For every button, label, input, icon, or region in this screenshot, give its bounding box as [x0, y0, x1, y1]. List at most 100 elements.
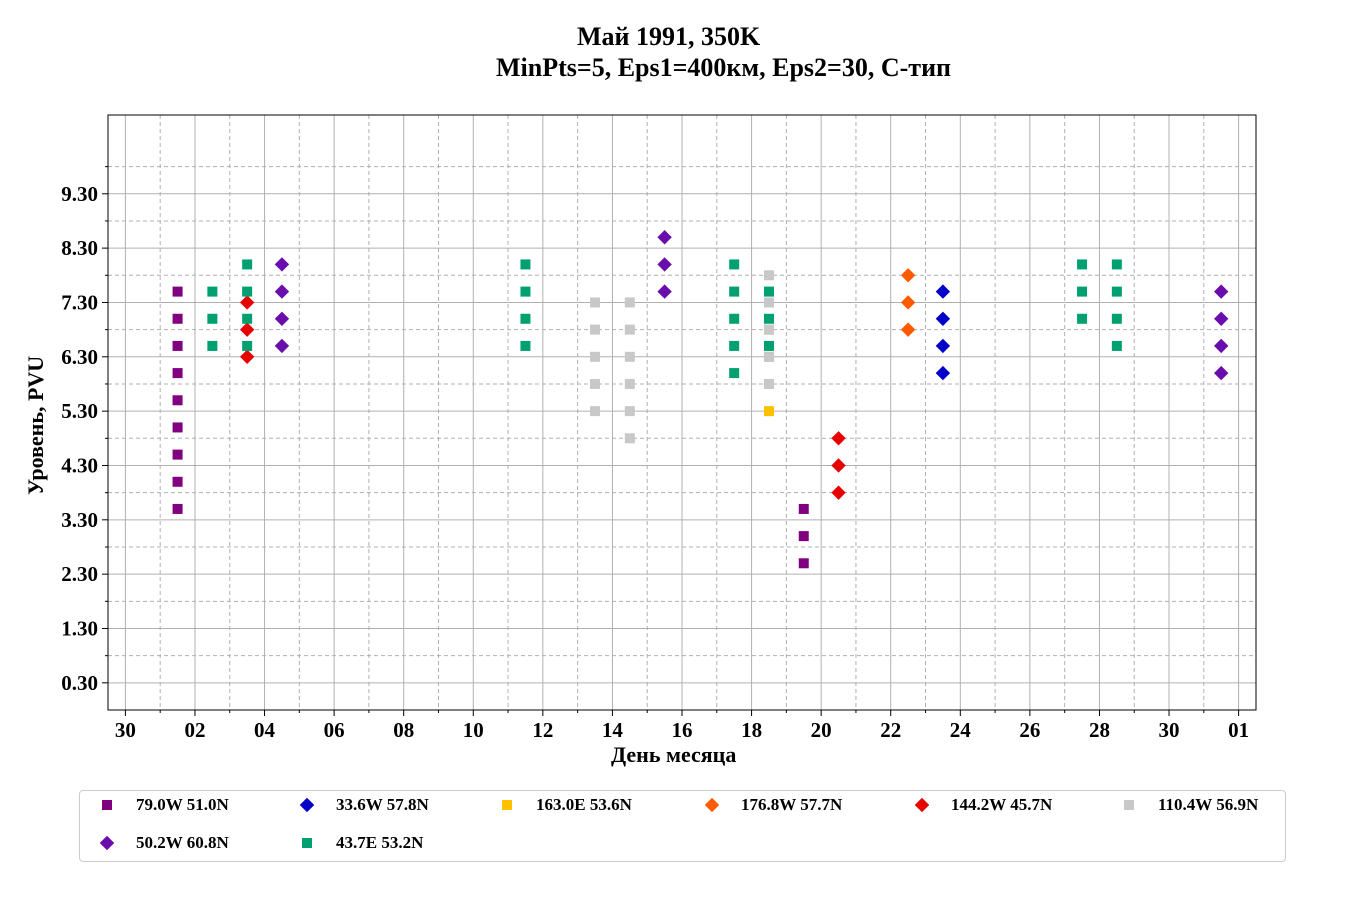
data-point	[172, 368, 183, 379]
data-point	[590, 351, 601, 362]
data-point	[207, 340, 218, 351]
legend-label: 144.2W 45.7N	[951, 795, 1053, 814]
data-point	[274, 311, 290, 326]
legend-label: 176.8W 57.7N	[741, 795, 843, 814]
data-point	[172, 422, 183, 433]
legend-label: 33.6W 57.8N	[336, 795, 429, 814]
data-point	[763, 286, 774, 297]
y-tick-label: 7.30	[61, 290, 98, 314]
legend-marker	[100, 836, 114, 850]
legend-swatch	[302, 838, 312, 848]
x-tick-label: 04	[254, 718, 276, 742]
legend-marker	[302, 838, 312, 848]
data-point	[763, 406, 774, 417]
data-point	[657, 257, 672, 272]
data-point	[798, 531, 809, 542]
data-point	[1111, 286, 1122, 297]
data-point	[900, 322, 916, 337]
data-point	[624, 378, 635, 389]
data-point	[520, 286, 531, 297]
data-point	[172, 476, 183, 487]
legend-item: 33.6W 57.8N	[300, 795, 429, 815]
data-point	[242, 259, 253, 270]
legend-marker	[705, 798, 719, 812]
data-point	[935, 338, 951, 354]
x-tick-label: 16	[672, 718, 693, 742]
data-point	[172, 395, 183, 406]
data-point	[935, 284, 951, 299]
x-tick-label: 12	[532, 718, 553, 742]
y-tick-label: 6.30	[61, 345, 98, 369]
data-point	[274, 338, 290, 354]
x-tick-label: 10	[463, 718, 484, 742]
x-tick-label: 24	[950, 718, 972, 742]
legend-label: 163.0E 53.6N	[536, 795, 632, 814]
data-point	[172, 340, 183, 351]
data-point	[624, 433, 635, 444]
data-point	[590, 406, 601, 417]
y-tick-label: 9.30	[61, 182, 98, 206]
data-point	[1214, 284, 1229, 299]
data-point	[172, 313, 183, 324]
legend-item: 79.0W 51.0N	[100, 795, 229, 815]
x-tick-label: 06	[324, 718, 345, 742]
legend-marker	[300, 798, 314, 812]
data-point	[242, 313, 253, 324]
data-point	[590, 324, 601, 335]
data-point	[239, 349, 255, 365]
x-tick-label: 14	[602, 718, 624, 742]
data-point	[1077, 286, 1088, 297]
data-point	[1214, 311, 1229, 326]
data-point	[798, 558, 809, 569]
legend-marker	[502, 800, 512, 810]
data-point	[763, 313, 774, 324]
data-point	[1214, 338, 1229, 354]
data-point	[900, 295, 916, 310]
data-point	[763, 340, 774, 351]
data-point	[729, 313, 740, 324]
data-point	[242, 286, 253, 297]
data-point	[1077, 313, 1088, 324]
legend-swatch	[705, 798, 719, 812]
y-tick-label: 2.30	[61, 562, 98, 586]
x-tick-label: 22	[880, 718, 901, 742]
data-point	[935, 365, 951, 381]
data-point	[831, 431, 846, 446]
legend-marker	[915, 798, 929, 812]
data-point	[274, 284, 290, 299]
data-point	[242, 340, 253, 351]
data-point	[831, 458, 846, 473]
data-point	[729, 286, 740, 297]
x-tick-label: 20	[811, 718, 832, 742]
data-point	[207, 286, 218, 297]
legend-item: 163.0E 53.6N	[500, 795, 632, 815]
data-point	[520, 340, 531, 351]
legend-label: 79.0W 51.0N	[136, 795, 229, 814]
data-point	[831, 485, 846, 500]
data-point	[1111, 313, 1122, 324]
legend-item: 176.8W 57.7N	[705, 795, 842, 815]
legend-marker	[1124, 800, 1134, 810]
legend-swatch	[1124, 800, 1134, 810]
legend-item: 110.4W 56.9N	[1122, 795, 1258, 815]
legend-marker	[102, 800, 112, 810]
data-point	[763, 378, 774, 389]
legend-label: 110.4W 56.9N	[1158, 795, 1259, 814]
data-point	[935, 311, 951, 326]
legend: 79.0W 51.0N 33.6W 57.8N 163.0E 53.6N 176.8W…	[79, 790, 1286, 862]
x-axis-label: День месяца	[611, 742, 737, 767]
x-tick-label: 01	[1228, 718, 1249, 742]
data-point	[207, 313, 218, 324]
data-point	[763, 297, 774, 308]
legend-item: 43.7E 53.2N	[300, 833, 423, 853]
legend-swatch	[300, 798, 314, 812]
y-tick-label: 5.30	[61, 399, 98, 423]
data-point	[657, 284, 672, 299]
legend-item: 50.2W 60.8N	[100, 833, 229, 853]
data-point	[729, 259, 740, 270]
x-tick-label: 30	[1159, 718, 1180, 742]
scatter-chart: 30 02 04 06 08 10 12 14 16 18 20 22 24 26 28 30 01 0.30 1.…	[61, 114, 1257, 742]
data-point	[1077, 259, 1088, 270]
data-point	[657, 230, 672, 245]
data-point	[763, 351, 774, 362]
